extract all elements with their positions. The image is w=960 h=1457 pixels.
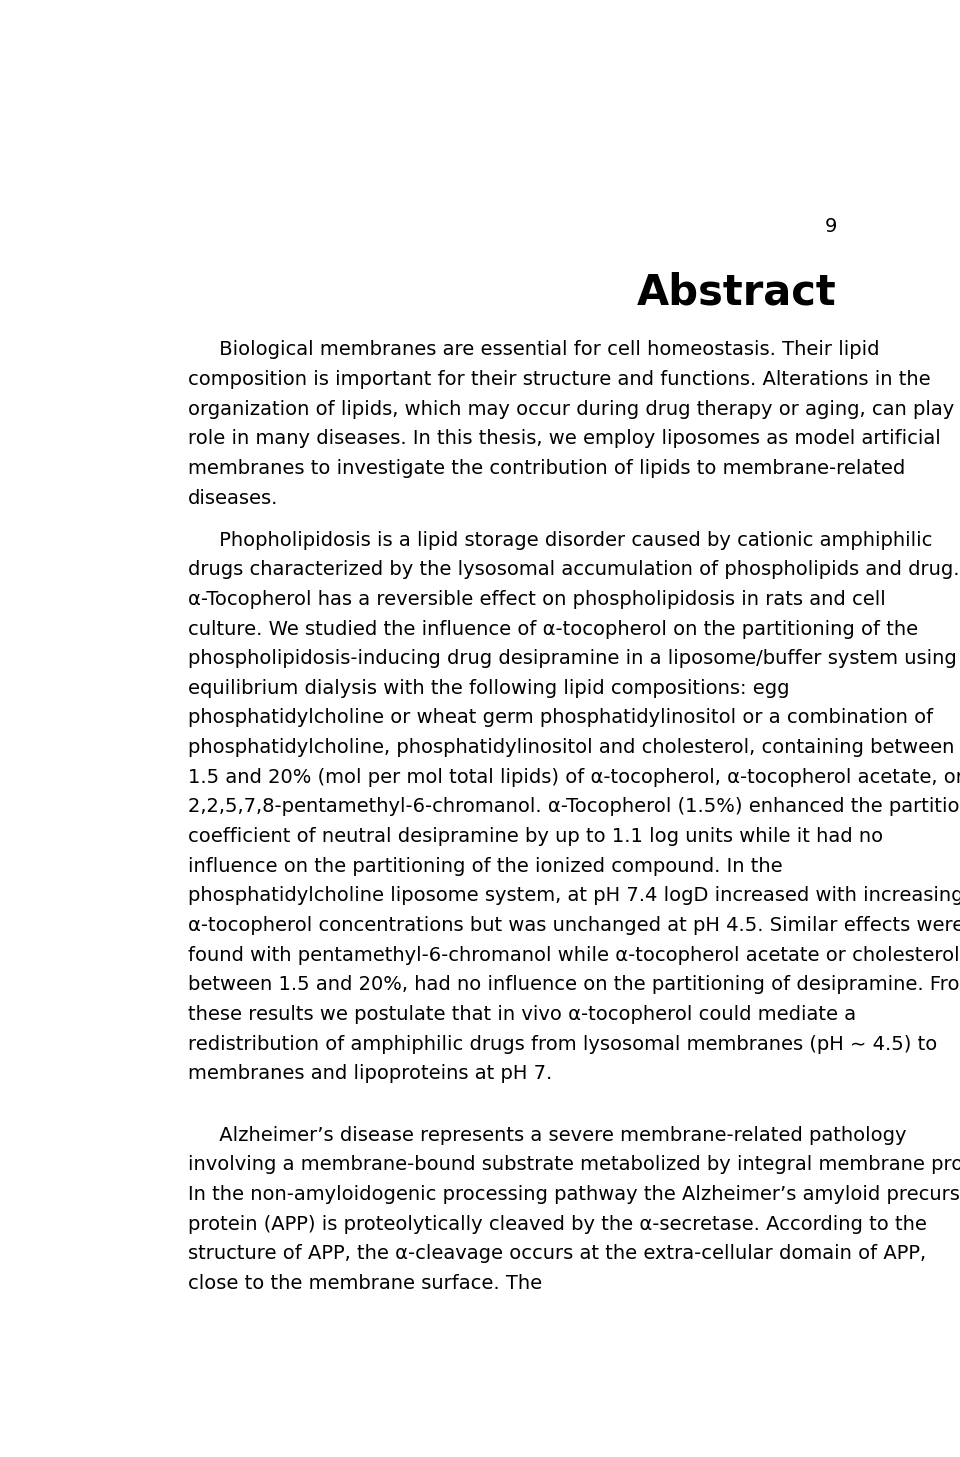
Text: In the non-amyloidogenic processing pathway the Alzheimer’s amyloid precursor: In the non-amyloidogenic processing path…	[188, 1185, 960, 1203]
Text: coefficient of neutral desipramine by up to 1.1 log units while it had no: coefficient of neutral desipramine by up…	[188, 828, 883, 847]
Text: Abstract: Abstract	[637, 271, 837, 313]
Text: composition is important for their structure and functions. Alterations in the: composition is important for their struc…	[188, 370, 931, 389]
Text: found with pentamethyl-6-chromanol while α-tocopherol acetate or cholesterol,: found with pentamethyl-6-chromanol while…	[188, 946, 960, 965]
Text: α-tocopherol concentrations but was unchanged at pH 4.5. Similar effects were: α-tocopherol concentrations but was unch…	[188, 916, 960, 935]
Text: 2,2,5,7,8-pentamethyl-6-chromanol. α-Tocopherol (1.5%) enhanced the partition: 2,2,5,7,8-pentamethyl-6-chromanol. α-Toc…	[188, 797, 960, 816]
Text: drugs characterized by the lysosomal accumulation of phospholipids and drug.: drugs characterized by the lysosomal acc…	[188, 561, 960, 580]
Text: α-Tocopherol has a reversible effect on phospholipidosis in rats and cell: α-Tocopherol has a reversible effect on …	[188, 590, 886, 609]
Text: diseases.: diseases.	[188, 488, 278, 507]
Text: membranes and lipoproteins at pH 7.: membranes and lipoproteins at pH 7.	[188, 1064, 552, 1083]
Text: protein (APP) is proteolytically cleaved by the α-secretase. According to the: protein (APP) is proteolytically cleaved…	[188, 1215, 927, 1234]
Text: influence on the partitioning of the ionized compound. In the: influence on the partitioning of the ion…	[188, 857, 782, 876]
Text: role in many diseases. In this thesis, we employ liposomes as model artificial: role in many diseases. In this thesis, w…	[188, 430, 941, 449]
Text: 1.5 and 20% (mol per mol total lipids) of α-tocopherol, α-tocopherol acetate, or: 1.5 and 20% (mol per mol total lipids) o…	[188, 768, 960, 787]
Text: between 1.5 and 20%, had no influence on the partitioning of desipramine. From: between 1.5 and 20%, had no influence on…	[188, 975, 960, 994]
Text: these results we postulate that in vivo α-tocopherol could mediate a: these results we postulate that in vivo …	[188, 1005, 856, 1024]
Text: Phopholipidosis is a lipid storage disorder caused by cationic amphiphilic: Phopholipidosis is a lipid storage disor…	[188, 530, 932, 549]
Text: equilibrium dialysis with the following lipid compositions: egg: equilibrium dialysis with the following …	[188, 679, 790, 698]
Text: involving a membrane-bound substrate metabolized by integral membrane proteases.: involving a membrane-bound substrate met…	[188, 1155, 960, 1174]
Text: Alzheimer’s disease represents a severe membrane-related pathology: Alzheimer’s disease represents a severe …	[188, 1126, 906, 1145]
Text: membranes to investigate the contribution of lipids to membrane-related: membranes to investigate the contributio…	[188, 459, 905, 478]
Text: phosphatidylcholine or wheat germ phosphatidylinositol or a combination of: phosphatidylcholine or wheat germ phosph…	[188, 708, 933, 727]
Text: organization of lipids, which may occur during drug therapy or aging, can play a: organization of lipids, which may occur …	[188, 399, 960, 418]
Text: phospholipidosis-inducing drug desipramine in a liposome/buffer system using: phospholipidosis-inducing drug desiprami…	[188, 650, 957, 669]
Text: structure of APP, the α-cleavage occurs at the extra-cellular domain of APP,: structure of APP, the α-cleavage occurs …	[188, 1244, 926, 1263]
Text: phosphatidylcholine liposome system, at pH 7.4 logD increased with increasing: phosphatidylcholine liposome system, at …	[188, 886, 960, 905]
Text: close to the membrane surface. The: close to the membrane surface. The	[188, 1273, 542, 1292]
Text: 9: 9	[825, 217, 837, 236]
Text: culture. We studied the influence of α-tocopherol on the partitioning of the: culture. We studied the influence of α-t…	[188, 619, 919, 638]
Text: phosphatidylcholine, phosphatidylinositol and cholesterol, containing between: phosphatidylcholine, phosphatidylinosito…	[188, 739, 954, 758]
Text: Biological membranes are essential for cell homeostasis. Their lipid: Biological membranes are essential for c…	[188, 341, 879, 360]
Text: redistribution of amphiphilic drugs from lysosomal membranes (pH ∼ 4.5) to: redistribution of amphiphilic drugs from…	[188, 1034, 938, 1053]
